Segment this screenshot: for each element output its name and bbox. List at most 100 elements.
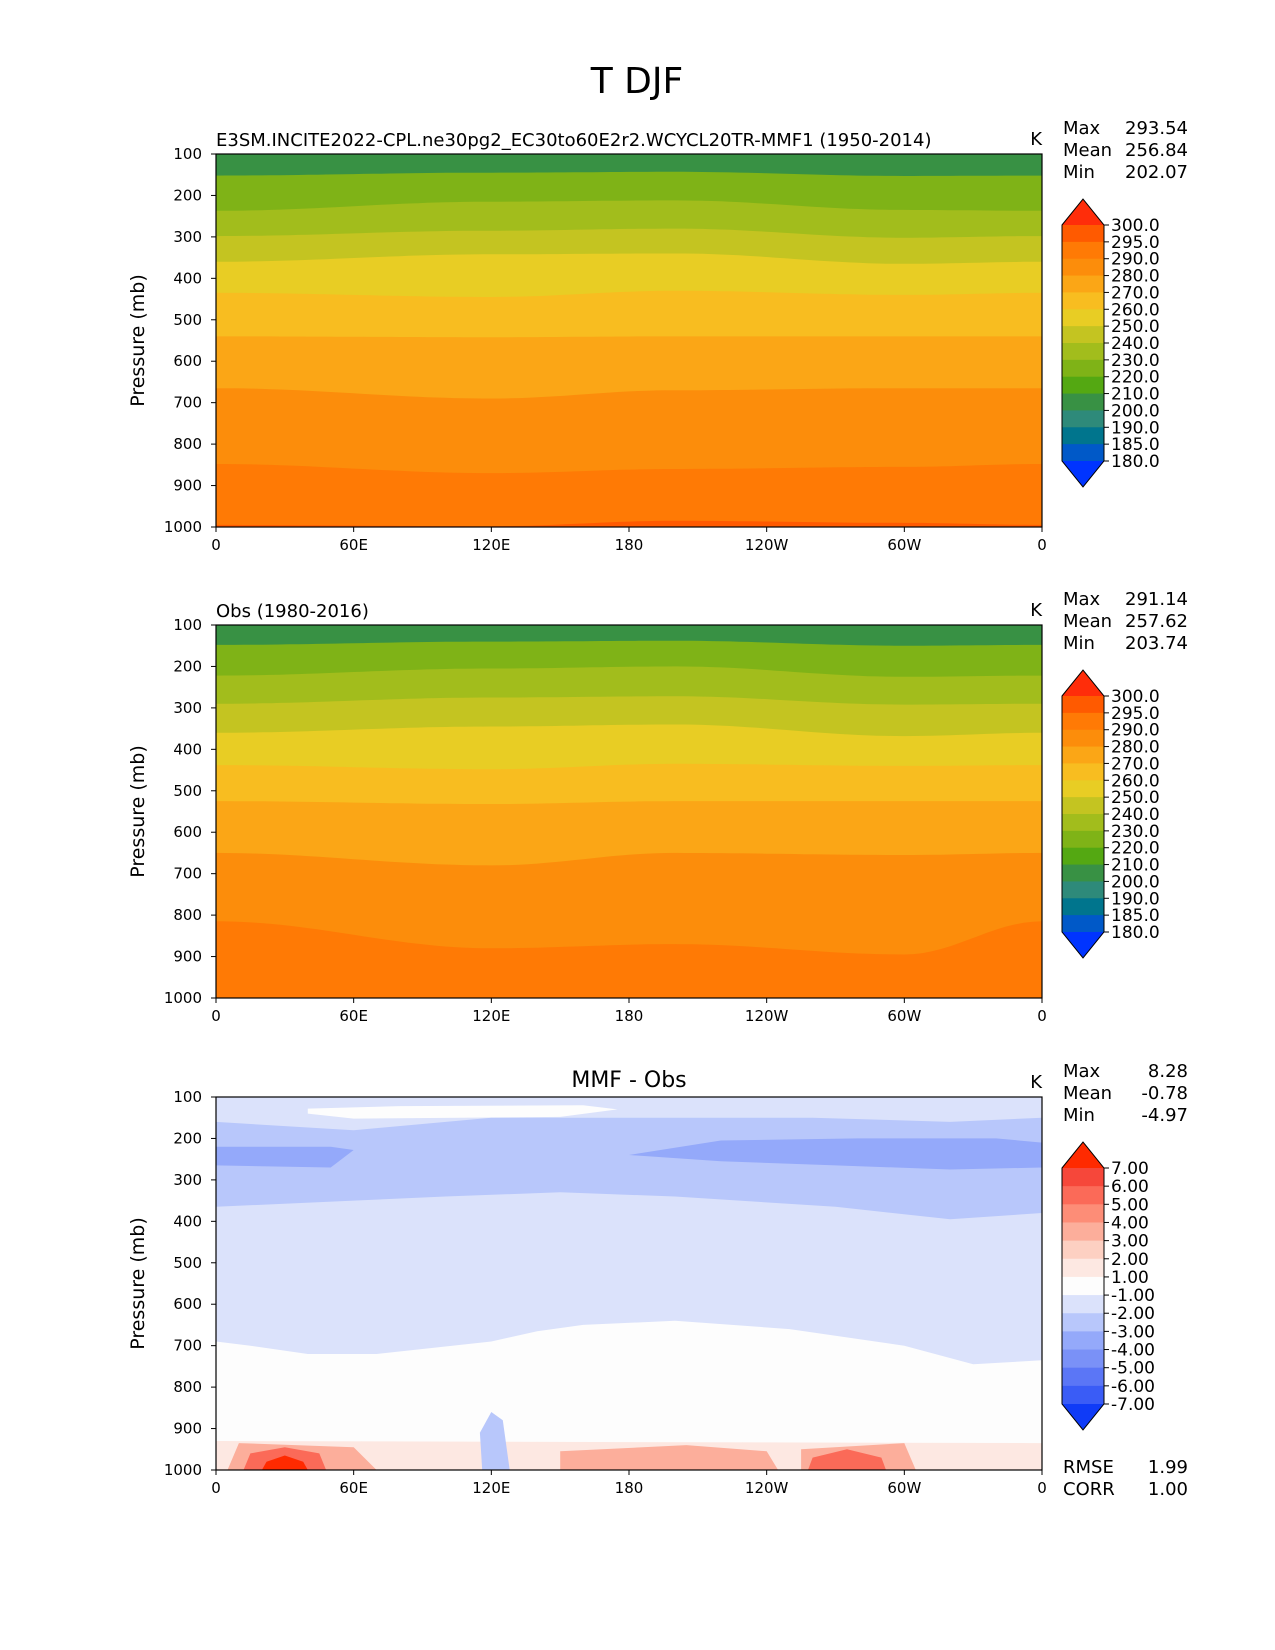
colorbar-band — [1062, 444, 1104, 462]
colorbar-tick-label: 250.0 — [1111, 788, 1160, 808]
colorbar-band — [1062, 780, 1104, 798]
colorbar-band — [1062, 864, 1104, 882]
colorbar-band — [1062, 427, 1104, 445]
colorbar-tick-label: 200.0 — [1111, 872, 1160, 892]
colorbar: 300.0295.0290.0280.0270.0260.0250.0240.0… — [1061, 669, 1160, 959]
contour-field — [216, 625, 1042, 998]
colorbar-extend-max — [1062, 1142, 1104, 1168]
colorbar-band — [1062, 1367, 1104, 1387]
stat-value: 257.62 — [1125, 611, 1188, 632]
colorbar-band — [1062, 309, 1104, 327]
y-tick-label: 300 — [173, 1171, 202, 1189]
colorbar-tick-label: 1.00 — [1111, 1268, 1149, 1288]
colorbar-band — [1062, 915, 1104, 933]
stat-label: Mean — [1063, 1083, 1112, 1104]
colorbar-tick-label: 240.0 — [1111, 334, 1160, 354]
stat-label: CORR — [1063, 1479, 1115, 1500]
stat-value: 203.74 — [1125, 633, 1188, 654]
colorbar-tick-label: 240.0 — [1111, 805, 1160, 825]
colorbar-tick-label: 280.0 — [1111, 738, 1160, 758]
stat-value: 1.99 — [1148, 1457, 1188, 1478]
colorbar-band — [1062, 410, 1104, 428]
colorbar-band — [1062, 1240, 1104, 1260]
colorbar-band — [1062, 1276, 1104, 1296]
colorbar-tick-label: 4.00 — [1111, 1213, 1149, 1233]
colorbar-band — [1062, 696, 1104, 714]
y-tick-label: 100 — [173, 1088, 202, 1106]
colorbar-tick-label: 250.0 — [1111, 317, 1160, 337]
stat-label: Max — [1063, 118, 1101, 139]
x-tick-label: 120E — [472, 1007, 510, 1025]
y-tick-label: 1000 — [164, 989, 202, 1007]
stat-value: 1.00 — [1148, 1479, 1188, 1500]
y-tick-label: 800 — [173, 1378, 202, 1396]
stat-value: 256.84 — [1125, 140, 1188, 161]
colorbar-band — [1062, 847, 1104, 866]
x-tick-label: 120E — [472, 536, 510, 554]
x-tick-label: 120W — [745, 1479, 789, 1497]
colorbar-tick-label: 220.0 — [1111, 368, 1160, 388]
colorbar-band — [1062, 241, 1104, 260]
colorbar-tick-label: 5.00 — [1111, 1195, 1149, 1215]
colorbar-band — [1062, 1204, 1104, 1223]
colorbar-tick-label: 270.0 — [1111, 754, 1160, 774]
colorbar-tick-label: -2.00 — [1111, 1304, 1155, 1324]
colorbar-band — [1062, 326, 1104, 344]
stat-label: RMSE — [1063, 1457, 1114, 1478]
y-tick-label: 700 — [173, 865, 202, 883]
x-tick-label: 0 — [211, 1479, 221, 1497]
colorbar-band — [1062, 1331, 1104, 1351]
anomaly-region — [307, 1105, 618, 1119]
colorbar-tick-label: -5.00 — [1111, 1359, 1155, 1379]
band-290.0 — [216, 464, 1042, 527]
colorbar-extend-min — [1062, 932, 1104, 958]
x-tick-label: 120E — [472, 1479, 510, 1497]
colorbar-extend-min — [1062, 461, 1104, 487]
colorbar-band — [1062, 746, 1104, 764]
colorbar-tick-label: 260.0 — [1111, 771, 1160, 791]
colorbar-extend-max — [1062, 670, 1104, 696]
colorbar-band — [1062, 814, 1104, 832]
y-tick-label: 900 — [173, 1420, 202, 1438]
y-tick-label: 800 — [173, 435, 202, 453]
anomaly-region — [261, 1455, 308, 1470]
colorbar-band — [1062, 898, 1104, 916]
colorbar-tick-label: 290.0 — [1111, 721, 1160, 741]
colorbar-band — [1062, 1349, 1104, 1369]
stat-value: 8.28 — [1148, 1061, 1188, 1082]
stat-label: Max — [1063, 1061, 1101, 1082]
stat-label: Max — [1063, 589, 1101, 610]
stat-label: Min — [1063, 162, 1095, 183]
colorbar-band — [1062, 830, 1104, 849]
figure-title: T DJF — [590, 61, 683, 102]
contour-field — [216, 154, 1042, 527]
y-tick-label: 100 — [173, 145, 202, 163]
x-tick-label: 60E — [339, 536, 368, 554]
y-tick-label: 1000 — [164, 518, 202, 536]
colorbar-extend-max — [1062, 199, 1104, 225]
y-tick-label: 900 — [173, 948, 202, 966]
stat-value: -0.78 — [1141, 1083, 1188, 1104]
y-tick-label: 800 — [173, 906, 202, 924]
y-tick-label: 1000 — [164, 1461, 202, 1479]
x-tick-label: 180 — [615, 536, 644, 554]
stat-value: 293.54 — [1125, 118, 1188, 139]
stat-value: 291.14 — [1125, 589, 1188, 610]
colorbar-band — [1062, 1168, 1104, 1187]
band-290.0 — [216, 921, 1042, 998]
colorbar-tick-label: 180.0 — [1111, 452, 1160, 472]
panel-2: 100 200 300 400 500 600 700 800 900 1000 0 60E 120E 1… — [127, 589, 1188, 1025]
colorbar-tick-label: -1.00 — [1111, 1286, 1155, 1306]
x-tick-label: 0 — [1037, 1479, 1047, 1497]
x-tick-label: 60E — [339, 1007, 368, 1025]
y-tick-label: 200 — [173, 657, 202, 675]
x-tick-label: 120W — [745, 536, 789, 554]
stat-value: 202.07 — [1125, 162, 1188, 183]
y-tick-label: 400 — [173, 269, 202, 287]
y-tick-label: 900 — [173, 477, 202, 495]
anomaly-region — [629, 1138, 1042, 1170]
colorbar-band — [1062, 729, 1104, 748]
colorbar-tick-label: 185.0 — [1111, 906, 1160, 926]
colorbar-tick-label: 230.0 — [1111, 351, 1160, 371]
y-tick-label: 500 — [173, 782, 202, 800]
